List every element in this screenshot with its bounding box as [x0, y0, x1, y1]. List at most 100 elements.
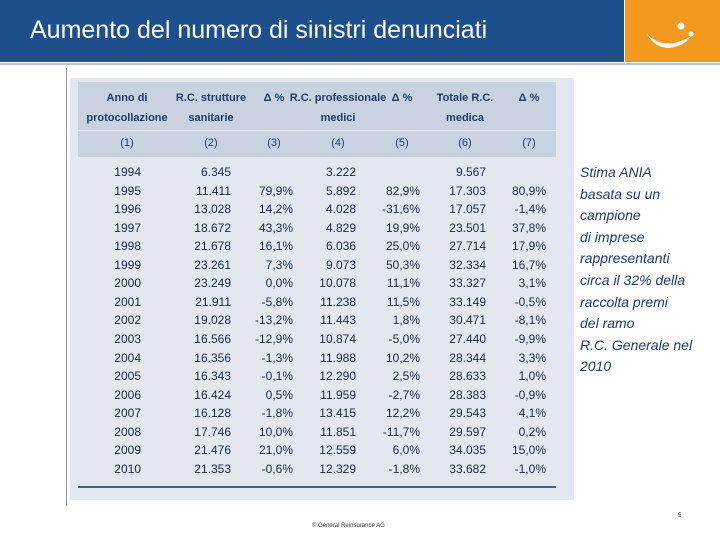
table-cell: 13.415	[319, 406, 356, 421]
table-cell: 0,5%	[265, 387, 293, 402]
column-header: Anno di	[106, 92, 148, 104]
column-number: (5)	[395, 137, 409, 149]
table-cell: 12,2%	[385, 406, 420, 421]
header-bar	[0, 0, 624, 62]
table-cell: 23.261	[194, 257, 231, 272]
table-cell: -0,6%	[261, 461, 293, 476]
table-cell: -2,7%	[388, 387, 420, 402]
table-cell: 29.597	[449, 424, 486, 439]
table-cell: 12.329	[319, 461, 356, 476]
table-cell: 2005	[114, 369, 141, 384]
note-line: basata su un	[580, 185, 661, 202]
table-cell: 33.682	[449, 461, 486, 476]
table-cell: -0,9%	[514, 387, 546, 402]
table-cell: 2002	[114, 313, 141, 328]
table-cell: 9.073	[325, 257, 356, 272]
note-line: del ramo	[580, 315, 635, 332]
table-cell: 25,0%	[385, 239, 420, 254]
table-bottom-rule	[78, 486, 556, 488]
table-cell: 2007	[114, 406, 141, 421]
table-cell: 1,8%	[392, 313, 420, 328]
table-cell: -12,9%	[254, 332, 293, 347]
table-cell: 13.028	[194, 202, 231, 217]
table-cell: 11.443	[320, 313, 356, 328]
header-rule	[0, 63, 720, 65]
table-cell: 27.714	[449, 239, 486, 254]
table-cell: 4.028	[325, 202, 356, 217]
table-cell: 2,5%	[392, 369, 420, 384]
page-number: 5	[678, 513, 682, 519]
table-cell: 16,1%	[258, 239, 293, 254]
table-cell: -5,0%	[388, 332, 420, 347]
table-cell: 10.874	[319, 332, 356, 347]
table-cell: 32.334	[449, 257, 486, 272]
table-cell: 1995	[114, 183, 141, 198]
table-cell: 1997	[114, 220, 141, 235]
table-cell: 27.440	[449, 332, 486, 347]
logo-mark	[647, 22, 694, 48]
slide-title: Aumento del numero di sinistri denunciat…	[30, 16, 488, 44]
column-header: sanitarie	[188, 112, 234, 124]
table-cell: 19.028	[194, 313, 231, 328]
table-cell: 11.238	[320, 294, 356, 309]
table-cell: 5.892	[325, 183, 356, 198]
column-number-bg	[78, 131, 556, 157]
table-cell: 30.471	[449, 313, 486, 328]
table-cell: 16.343	[194, 369, 231, 384]
table-cell: 11.851	[320, 424, 356, 439]
table-cell: 17.303	[449, 183, 486, 198]
table-cell: -9,9%	[514, 332, 546, 347]
table-cell: 3.222	[325, 165, 356, 179]
table-cell: 1996	[114, 202, 141, 217]
column-header: Totale R.C.	[436, 92, 494, 104]
table-cell: 11.988	[320, 350, 356, 365]
table-cell: 80,9%	[511, 183, 546, 198]
table-cell: 23.249	[194, 276, 231, 291]
column-header: protocollazione	[86, 112, 168, 124]
table-cell: 11.959	[320, 387, 356, 402]
table-cell: -0,5%	[514, 294, 546, 309]
table-cell: 7,3%	[265, 257, 293, 272]
column-header: Δ %	[518, 92, 540, 104]
table-cell: 28.383	[449, 387, 486, 402]
column-number: (1)	[120, 137, 134, 149]
table-cell: 43,3%	[258, 220, 293, 235]
table-header-bg	[78, 82, 556, 130]
table-cell: 14,2%	[258, 202, 293, 217]
table-cell: 16.424	[194, 387, 231, 402]
table-cell: 4,1%	[518, 406, 546, 421]
column-number: (6)	[458, 137, 472, 149]
table-cell: 16,7%	[511, 257, 546, 272]
table-cell: 0,0%	[265, 276, 293, 291]
table-cell: 50,3%	[385, 257, 420, 272]
note-line: campione	[580, 207, 641, 224]
copyright: © General Reinsurance AG	[312, 523, 385, 529]
column-number: (2)	[204, 137, 218, 149]
table-cell: -1,0%	[514, 461, 546, 476]
table-cell: 4.829	[325, 220, 356, 235]
table-cell: 21.353	[194, 461, 231, 476]
table-cell: 2000	[114, 276, 141, 291]
table-cell: 11,5%	[386, 294, 420, 309]
table-cell: 2009	[114, 443, 141, 458]
column-header: medici	[320, 112, 356, 124]
note-line: raccolta premi	[580, 293, 668, 310]
column-header: medica	[446, 112, 484, 124]
note-line: R.C. Generale nel	[580, 336, 693, 353]
table-cell: 2006	[114, 387, 141, 402]
table-cell: 3,3%	[518, 350, 546, 365]
table-cell: 82,9%	[385, 183, 420, 198]
table-cell: 21,0%	[258, 443, 293, 458]
table-cell: 34.035	[449, 443, 486, 458]
margin-line	[66, 68, 67, 506]
table-cell: 17.746	[194, 424, 231, 439]
table-cell: 19,9%	[385, 220, 420, 235]
table-cell: 10.078	[319, 276, 356, 291]
table-cell: 2004	[114, 350, 141, 365]
table-cell: 15,0%	[511, 443, 546, 458]
table-cell: 1999	[114, 257, 141, 272]
table-cell: 10,0%	[258, 424, 293, 439]
table-cell: -8,1%	[514, 313, 546, 328]
table-cell: 23.501	[449, 220, 486, 235]
column-header: Δ %	[263, 92, 285, 104]
